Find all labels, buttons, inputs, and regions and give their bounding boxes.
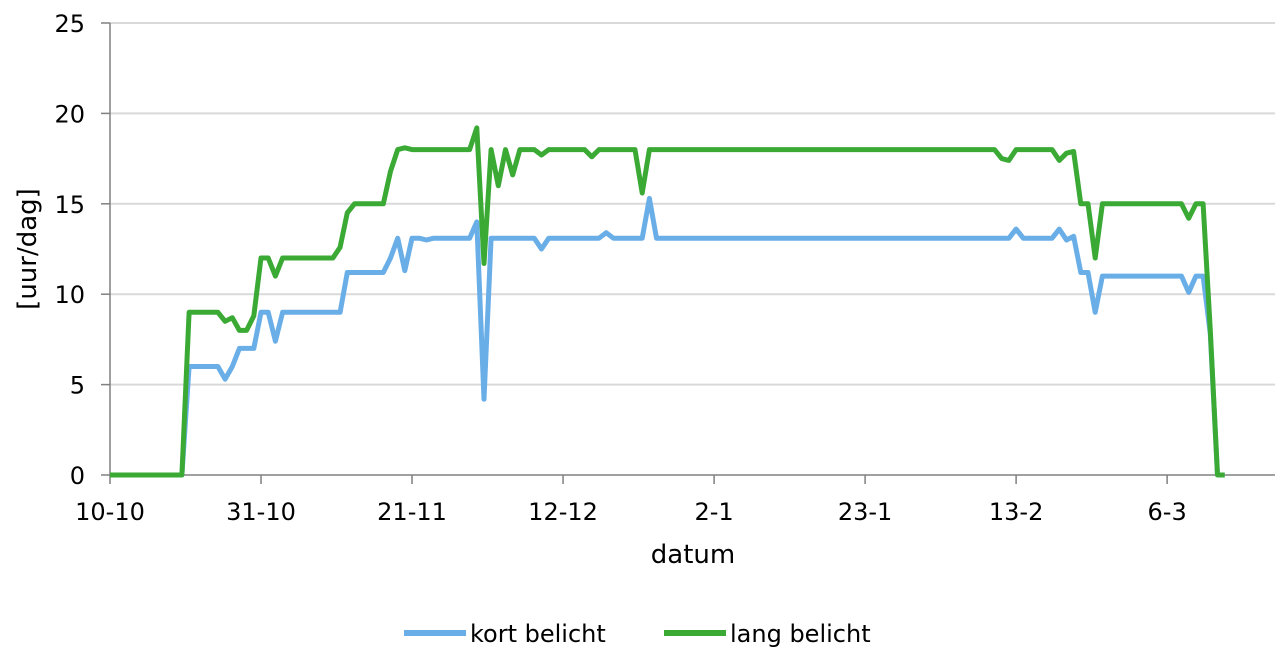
series-line-lang-belicht <box>110 125 1225 478</box>
series-line-kort-belicht <box>110 195 1225 478</box>
x-tick-label: 23-1 <box>838 498 892 526</box>
x-axis: 10-10 31-10 21-11 12-12 2-1 23-1 13-2 6-3 <box>75 474 1275 526</box>
x-tick-label: 10-10 <box>75 498 145 526</box>
legend-label-lang-belicht: lang belicht <box>730 620 871 648</box>
x-axis-title: datum <box>651 540 735 570</box>
y-axis: 0 5 10 15 20 25 <box>54 10 111 490</box>
y-tick-label: 20 <box>54 100 85 128</box>
x-tick-label: 31-10 <box>226 498 296 526</box>
x-tick-label: 6-3 <box>1148 498 1187 526</box>
x-tick-label: 21-11 <box>377 498 447 526</box>
legend: kort belicht lang belicht <box>404 620 871 648</box>
x-tick-label: 12-12 <box>528 498 598 526</box>
x-tick-label: 13-2 <box>989 498 1043 526</box>
y-axis-title: [uur/dag] <box>13 188 43 310</box>
y-tick-label: 5 <box>70 372 85 400</box>
x-tick-label: 2-1 <box>694 498 733 526</box>
y-tick-label: 10 <box>54 281 85 309</box>
legend-label-kort-belicht: kort belicht <box>470 620 606 648</box>
gridlines <box>110 22 1275 386</box>
y-tick-label: 15 <box>54 191 85 219</box>
series-lines <box>110 125 1225 478</box>
y-tick-label: 25 <box>54 10 85 38</box>
y-tick-label: 0 <box>70 462 85 490</box>
